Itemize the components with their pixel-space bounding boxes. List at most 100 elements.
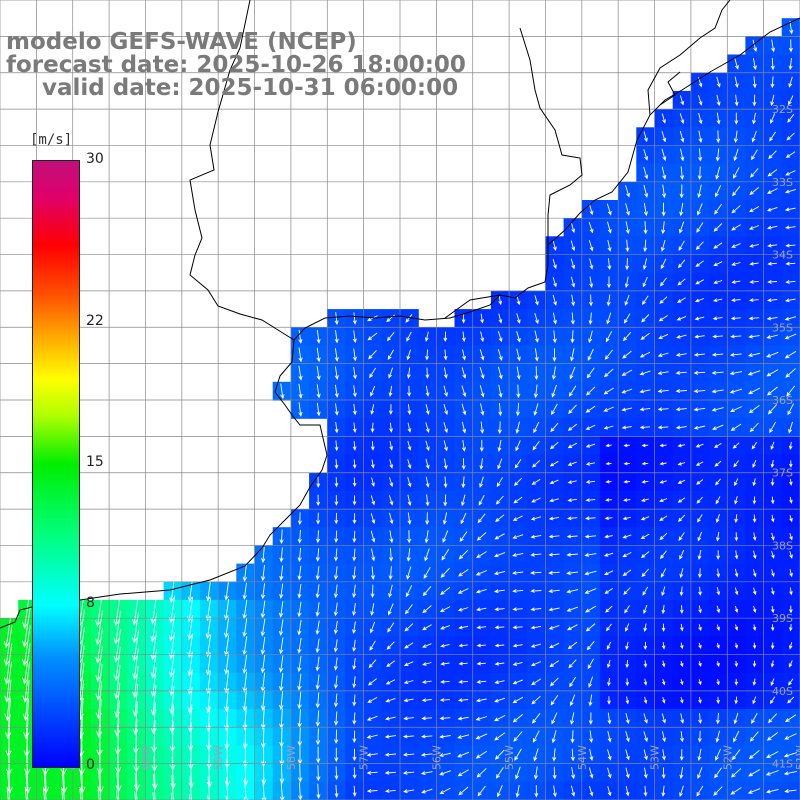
wind-arrow bbox=[352, 312, 357, 325]
wind-arrow bbox=[623, 313, 631, 324]
wind-arrow bbox=[407, 422, 412, 433]
wind-arrow bbox=[494, 661, 505, 666]
ocean-cell bbox=[472, 527, 492, 546]
wind-arrow bbox=[641, 461, 649, 466]
coastline bbox=[0, 0, 800, 629]
wind-arrow bbox=[695, 260, 704, 268]
wind-arrow bbox=[680, 660, 684, 668]
wind-arrow bbox=[788, 678, 794, 686]
wind-arrow bbox=[734, 478, 739, 487]
wind-arrow bbox=[388, 566, 393, 581]
wind-arrow bbox=[715, 531, 720, 542]
wind-arrow bbox=[439, 770, 451, 776]
wind-arrow bbox=[3, 643, 13, 685]
wind-arrow bbox=[734, 605, 739, 613]
wind-arrow bbox=[425, 476, 430, 488]
ocean-cell bbox=[381, 654, 401, 674]
wind-arrow bbox=[297, 619, 302, 636]
wind-arrow bbox=[585, 461, 595, 466]
wind-arrow bbox=[625, 185, 630, 198]
wind-arrow bbox=[515, 402, 520, 417]
wind-arrow bbox=[550, 422, 559, 433]
wind-arrow bbox=[749, 422, 759, 433]
wind-arrow bbox=[61, 788, 64, 800]
wind-arrow bbox=[384, 789, 396, 793]
wind-arrow bbox=[516, 384, 521, 399]
wind-arrow bbox=[607, 767, 612, 779]
wind-arrow bbox=[131, 593, 140, 626]
wind-arrow bbox=[475, 733, 488, 740]
wind-arrow bbox=[767, 169, 778, 177]
wind-arrow bbox=[352, 767, 357, 780]
wind-arrow bbox=[297, 691, 302, 710]
ocean-cell bbox=[454, 745, 474, 765]
wind-arrow bbox=[695, 241, 704, 250]
wind-arrow bbox=[714, 460, 722, 467]
wind-arrow bbox=[679, 202, 684, 217]
ocean-cell bbox=[672, 309, 692, 328]
wind-arrow bbox=[639, 351, 651, 358]
wind-arrow bbox=[442, 512, 448, 525]
wind-arrow bbox=[420, 771, 433, 776]
wind-arrow bbox=[333, 693, 339, 708]
wind-arrow bbox=[675, 389, 687, 394]
ocean-cell bbox=[763, 127, 783, 147]
wind-arrow bbox=[640, 516, 650, 521]
wind-arrow bbox=[278, 601, 284, 618]
wind-arrow bbox=[604, 534, 613, 539]
wind-arrow bbox=[514, 459, 522, 469]
wind-arrow bbox=[516, 313, 521, 324]
wind-arrow bbox=[552, 348, 557, 362]
wind-arrow bbox=[457, 716, 469, 721]
wind-arrow bbox=[788, 76, 793, 88]
wind-arrow bbox=[189, 775, 192, 800]
wind-arrow bbox=[334, 766, 339, 781]
wind-arrow bbox=[402, 752, 415, 757]
wind-arrow bbox=[713, 223, 723, 232]
wind-arrow bbox=[767, 280, 778, 284]
wind-arrow bbox=[187, 615, 194, 641]
wind-arrow bbox=[661, 131, 667, 143]
wind-arrow bbox=[403, 716, 414, 721]
wind-arrow bbox=[297, 512, 302, 526]
wind-arrow bbox=[657, 407, 669, 412]
colorbar-tick-label: 8 bbox=[86, 595, 95, 612]
wind-arrow bbox=[168, 614, 176, 642]
wind-arrow bbox=[748, 225, 760, 230]
wind-arrow bbox=[495, 767, 504, 779]
wind-arrow bbox=[534, 366, 539, 381]
wind-arrow bbox=[334, 403, 339, 416]
wind-arrow bbox=[643, 785, 648, 797]
wind-arrow bbox=[584, 534, 597, 539]
wind-arrow bbox=[512, 534, 524, 539]
wind-arrow bbox=[639, 370, 651, 376]
wind-arrow bbox=[657, 425, 669, 430]
wind-arrow bbox=[606, 276, 612, 289]
wind-arrow bbox=[279, 762, 285, 784]
latitude-label: 39S bbox=[772, 612, 793, 625]
wind-arrow bbox=[333, 711, 339, 726]
wind-arrow bbox=[734, 642, 739, 649]
wind-arrow bbox=[587, 658, 594, 670]
wind-arrow bbox=[605, 498, 612, 502]
wind-arrow bbox=[475, 750, 488, 759]
wind-arrow bbox=[534, 348, 539, 362]
wind-arrow bbox=[389, 459, 394, 469]
wind-arrow bbox=[224, 653, 230, 675]
wind-arrow bbox=[512, 661, 523, 666]
wind-arrow bbox=[788, 660, 793, 668]
wind-arrow bbox=[369, 367, 376, 379]
wind-arrow bbox=[476, 768, 487, 778]
ocean-cell bbox=[745, 745, 765, 765]
ocean-cell bbox=[400, 581, 419, 601]
wind-arrow bbox=[696, 203, 703, 216]
wind-arrow bbox=[716, 130, 721, 144]
wind-arrow bbox=[603, 425, 614, 430]
wind-arrow bbox=[789, 587, 793, 596]
wind-arrow bbox=[657, 352, 669, 357]
wind-arrow bbox=[207, 776, 212, 800]
wind-arrow bbox=[150, 594, 158, 625]
wind-arrow bbox=[749, 243, 759, 248]
wind-arrow bbox=[316, 384, 321, 399]
wind-arrow bbox=[588, 767, 594, 779]
